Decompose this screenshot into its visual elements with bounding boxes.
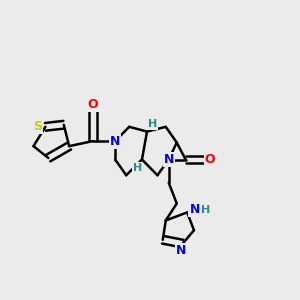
Text: H: H	[133, 163, 142, 173]
Text: N: N	[110, 135, 120, 148]
Text: N: N	[164, 153, 174, 166]
Text: S: S	[33, 120, 42, 133]
Text: O: O	[88, 98, 98, 111]
Text: O: O	[205, 153, 215, 166]
Text: H: H	[201, 205, 210, 215]
Text: N: N	[189, 203, 200, 216]
Text: N: N	[176, 244, 186, 257]
Text: H: H	[148, 119, 158, 129]
